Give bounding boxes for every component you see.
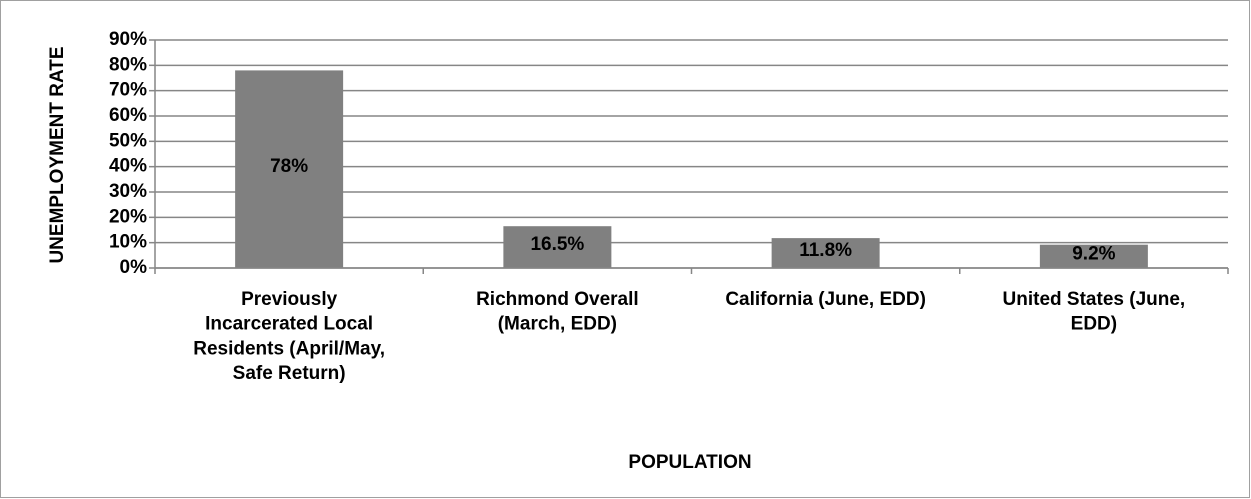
- bar: [503, 226, 612, 268]
- bar: [1039, 244, 1148, 268]
- bar: [771, 238, 880, 268]
- data-label: 16.5%: [530, 234, 584, 255]
- x-axis-title: POPULATION: [628, 452, 751, 473]
- y-tick-label: 10%: [109, 232, 147, 253]
- data-label: 9.2%: [1072, 243, 1115, 264]
- bar: [235, 70, 344, 269]
- y-tick-label: 70%: [109, 80, 147, 101]
- y-tick-label: 60%: [109, 105, 147, 126]
- x-tick-label: United States (June, EDD): [1003, 289, 1186, 335]
- y-tick-label: 0%: [120, 257, 148, 278]
- y-tick-label: 80%: [109, 54, 147, 75]
- y-tick-label: 90%: [109, 29, 147, 50]
- x-tick-label: Previously Incarcerated Local Residents (A…: [193, 289, 385, 384]
- y-tick-label: 50%: [109, 130, 147, 151]
- x-tick-label: California (June, EDD): [725, 289, 926, 310]
- y-tick-label: 20%: [109, 206, 147, 227]
- data-label: 78%: [270, 156, 308, 177]
- y-tick-label: 40%: [109, 156, 147, 177]
- data-label: 11.8%: [799, 240, 852, 261]
- y-axis-title: UNEMPLOYMENT RATE: [47, 46, 68, 263]
- y-tick-label: 30%: [109, 181, 147, 202]
- x-tick-label: Richmond Overall (March, EDD): [476, 289, 639, 335]
